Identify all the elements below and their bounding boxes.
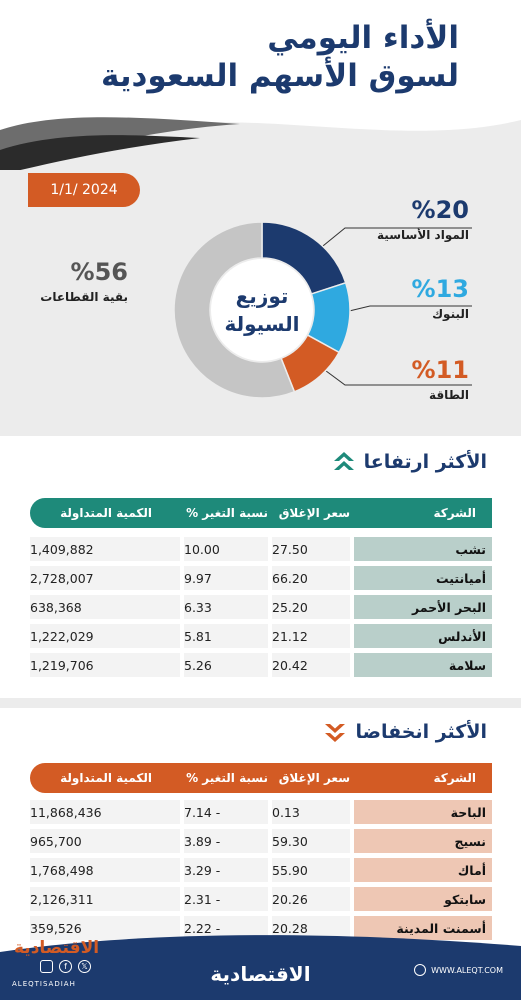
stat-label: بقية القطاعات [40, 290, 128, 304]
donut-slice [173, 221, 296, 399]
close-cell: 20.42 [272, 653, 350, 677]
stat-label: البنوك [432, 307, 469, 321]
header-background [0, 0, 521, 170]
change-cell: 7.14 - [184, 800, 268, 824]
liquidity-donut-chart: توزيع السيولة [172, 220, 352, 400]
table-row: نسيج 59.30 3.89 -965,700 [30, 829, 492, 853]
instagram-icon[interactable] [40, 960, 53, 973]
website-url: WWW.ALEQT.COM [431, 965, 503, 975]
stat-energy: %11 الطاقة [412, 356, 469, 403]
company-cell: الباحة [354, 800, 492, 824]
website-link[interactable]: WWW.ALEQT.COM [414, 964, 503, 976]
stat-banks: %13 البنوك [412, 275, 469, 322]
company-cell: تشب [354, 537, 492, 561]
stat-label: الطاقة [429, 388, 469, 402]
stat-label: المواد الأساسية [377, 228, 469, 242]
stat-other-sectors: %56 بقية القطاعات [40, 258, 128, 305]
company-cell: نسيج [354, 829, 492, 853]
close-cell: 59.30 [272, 829, 350, 853]
close-cell: 21.12 [272, 624, 350, 648]
col-volume: الكمية المتداولة [60, 506, 152, 520]
change-cell: 5.81 [184, 624, 268, 648]
volume-cell: 638,368 [30, 595, 180, 619]
brand-logo-small: الاقتصادية [14, 938, 100, 958]
col-volume: الكمية المتداولة [60, 771, 152, 785]
close-cell: 25.20 [272, 595, 350, 619]
table-row: تشب 27.50 10.00 1,409,882 [30, 537, 492, 561]
double-up-arrow-icon [333, 452, 354, 470]
change-cell: 2.31 - [184, 887, 268, 911]
gainers-table-header: الشركة سعر الإغلاق نسبة التغير % الكمية … [30, 498, 492, 528]
donut-center-line1: توزيع [235, 284, 289, 308]
change-cell: 3.89 - [184, 829, 268, 853]
col-change: نسبة التغير % [186, 771, 268, 785]
change-cell: 9.97 [184, 566, 268, 590]
losers-table-header: الشركة سعر الإغلاق نسبة التغير % الكمية … [30, 763, 492, 793]
col-close: سعر الإغلاق [278, 506, 350, 520]
change-cell: 10.00 [184, 537, 268, 561]
stat-pct: %11 [411, 356, 469, 384]
volume-cell: 11,868,436 [30, 800, 180, 824]
stat-pct: %20 [411, 196, 469, 224]
gainers-title-text: الأكثر ارتفاعا [363, 451, 487, 473]
col-company: الشركة [433, 771, 476, 785]
table-row: أماك 55.90 3.29 -1,768,498 [30, 858, 492, 882]
change-cell: 6.33 [184, 595, 268, 619]
close-cell: 55.90 [272, 858, 350, 882]
company-cell: البحر الأحمر [354, 595, 492, 619]
globe-icon [414, 964, 427, 976]
volume-cell: 1,222,029 [30, 624, 180, 648]
table-row: الباحة 0.13 7.14 -11,868,436 [30, 800, 492, 824]
volume-cell: 1,409,882 [30, 537, 180, 561]
table-row: البحر الأحمر 25.20 6.33 638,368 [30, 595, 492, 619]
volume-cell: 1,768,498 [30, 858, 180, 882]
table-row: أميانتيت 66.20 9.97 2,728,007 [30, 566, 492, 590]
change-cell: 5.26 [184, 653, 268, 677]
close-cell: 27.50 [272, 537, 350, 561]
facebook-icon[interactable]: f [59, 960, 72, 973]
gainers-section: الأكثر ارتفاعا الشركة سعر الإغلاق نسبة ا… [0, 436, 521, 698]
social-handle: ALEQTISADIAH [12, 980, 76, 988]
brand-logo: الاقتصادية [210, 962, 311, 986]
footer: الاقتصادية f 𝕏 ALEQTISADIAH الاقتصادية W… [0, 935, 521, 1000]
stat-pct: %13 [411, 275, 469, 303]
company-cell: أماك [354, 858, 492, 882]
stat-basic-materials: %20 المواد الأساسية [377, 196, 469, 243]
table-row: سابتكو 20.26 2.31 -2,126,311 [30, 887, 492, 911]
volume-cell: 1,219,706 [30, 653, 180, 677]
gainers-title: الأكثر ارتفاعا [332, 450, 487, 474]
page-title: الأداء اليومي [267, 20, 459, 56]
col-company: الشركة [433, 506, 476, 520]
losers-title: الأكثر انخفاضا [323, 720, 487, 744]
company-cell: أسمنت المدينة [354, 916, 492, 940]
volume-cell: 2,126,311 [30, 887, 180, 911]
company-cell: الأندلس [354, 624, 492, 648]
change-cell: 3.29 - [184, 858, 268, 882]
volume-cell: 2,728,007 [30, 566, 180, 590]
table-row: سلامة 20.42 5.26 1,219,706 [30, 653, 492, 677]
losers-title-text: الأكثر انخفاضا [355, 721, 487, 743]
close-cell: 0.13 [272, 800, 350, 824]
company-cell: سابتكو [354, 887, 492, 911]
close-cell: 20.26 [272, 887, 350, 911]
volume-cell: 965,700 [30, 829, 180, 853]
col-close: سعر الإغلاق [278, 771, 350, 785]
volume-cell: 359,526 [30, 916, 180, 940]
losers-section: الأكثر انخفاضا الشركة سعر الإغلاق نسبة ا… [0, 708, 521, 952]
company-cell: أميانتيت [354, 566, 492, 590]
date-badge: 1/1/ 2024 [28, 173, 140, 207]
close-cell: 66.20 [272, 566, 350, 590]
footer-wave [0, 935, 521, 952]
stat-pct: %56 [70, 258, 128, 286]
page-subtitle: لسوق الأسهم السعودية [101, 58, 459, 94]
table-row: الأندلس 21.12 5.81 1,222,029 [30, 624, 492, 648]
company-cell: سلامة [354, 653, 492, 677]
social-icons: f 𝕏 [40, 960, 91, 973]
double-down-arrow-icon [325, 724, 346, 742]
x-icon[interactable]: 𝕏 [78, 960, 91, 973]
donut-center-line2: السيولة [224, 312, 300, 336]
col-change: نسبة التغير % [186, 506, 268, 520]
donut-hole [211, 259, 313, 361]
